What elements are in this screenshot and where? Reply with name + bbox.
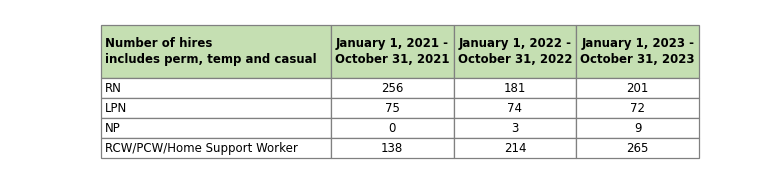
Bar: [576, 98, 699, 118]
Text: 181: 181: [504, 82, 526, 94]
Text: RCW/PCW/Home Support Worker: RCW/PCW/Home Support Worker: [105, 142, 298, 155]
Bar: [101, 24, 331, 78]
Text: NP: NP: [105, 122, 121, 135]
Text: RN: RN: [105, 82, 122, 94]
Bar: [576, 138, 699, 158]
Text: 265: 265: [626, 142, 649, 155]
Text: Number of hires
includes perm, temp and casual: Number of hires includes perm, temp and …: [105, 37, 317, 66]
Text: 256: 256: [381, 82, 403, 94]
Bar: [331, 78, 454, 98]
Text: January 1, 2021 -
October 31, 2021: January 1, 2021 - October 31, 2021: [335, 37, 449, 66]
Text: January 1, 2023 -
October 31, 2023: January 1, 2023 - October 31, 2023: [580, 37, 695, 66]
Bar: [576, 24, 699, 78]
Bar: [101, 138, 331, 158]
Bar: [331, 24, 454, 78]
Text: LPN: LPN: [105, 102, 128, 115]
Text: 214: 214: [504, 142, 526, 155]
Text: 138: 138: [381, 142, 403, 155]
Bar: [454, 98, 576, 118]
Text: 3: 3: [511, 122, 519, 135]
Bar: [576, 118, 699, 138]
Bar: [101, 118, 331, 138]
Text: 0: 0: [388, 122, 396, 135]
Bar: [101, 78, 331, 98]
Bar: [454, 78, 576, 98]
Text: 9: 9: [634, 122, 641, 135]
Bar: [331, 98, 454, 118]
Bar: [454, 118, 576, 138]
Bar: [331, 138, 454, 158]
Bar: [331, 118, 454, 138]
Bar: [454, 138, 576, 158]
Bar: [101, 98, 331, 118]
Text: January 1, 2022 -
October 31, 2022: January 1, 2022 - October 31, 2022: [458, 37, 573, 66]
Bar: [454, 24, 576, 78]
Text: 72: 72: [630, 102, 645, 115]
Text: 201: 201: [626, 82, 649, 94]
Bar: [576, 78, 699, 98]
Text: 75: 75: [385, 102, 399, 115]
Text: 74: 74: [508, 102, 523, 115]
